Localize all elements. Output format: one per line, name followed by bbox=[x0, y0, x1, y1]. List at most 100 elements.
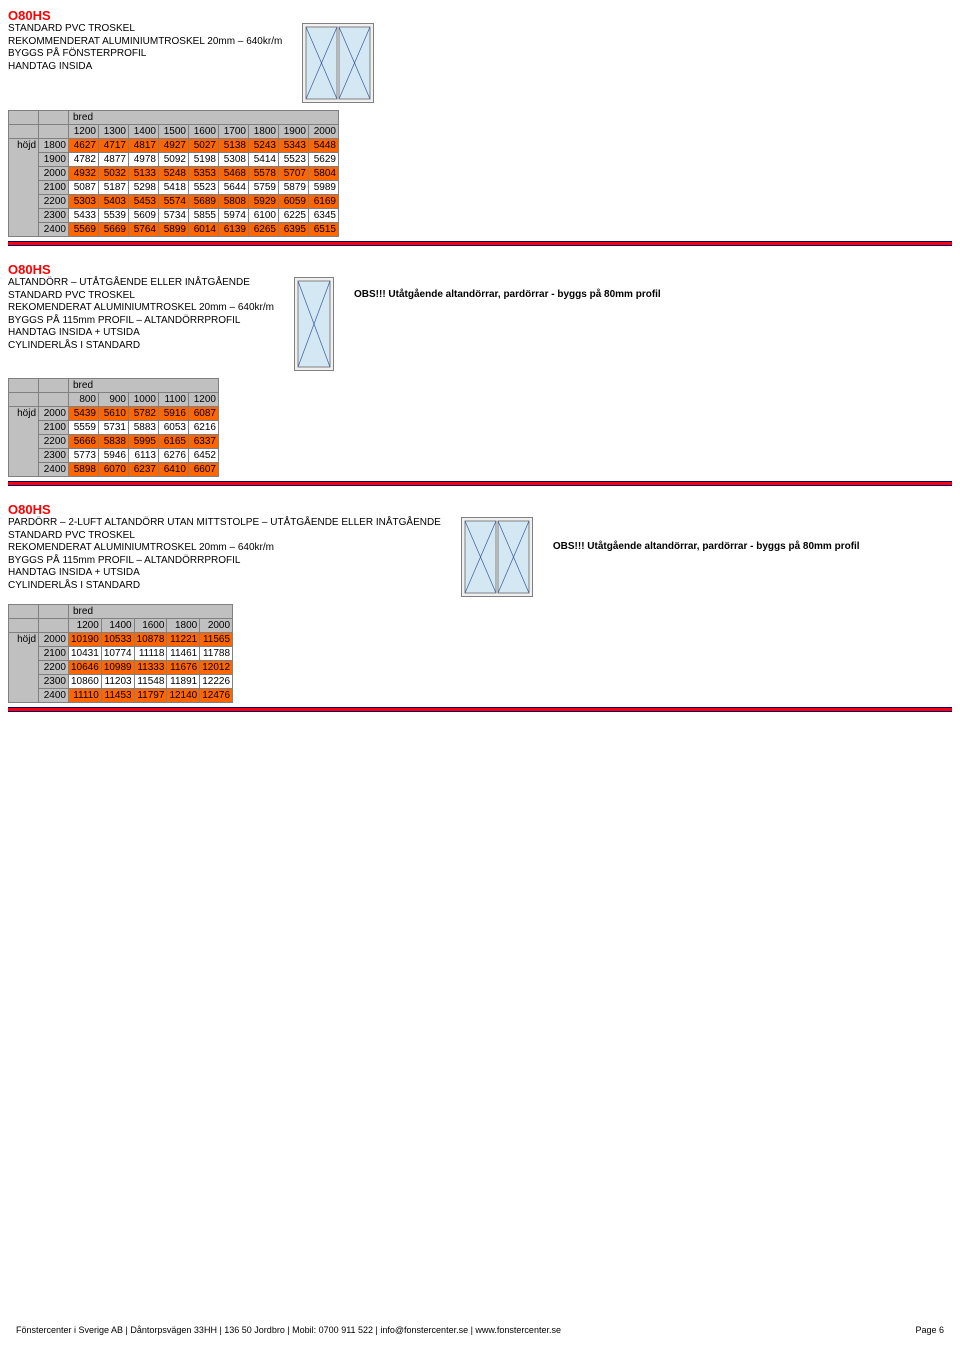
price-cell: 11548 bbox=[134, 675, 167, 689]
table-row: 2100508751875298541855235644575958795989 bbox=[9, 181, 339, 195]
price-cell: 5403 bbox=[99, 195, 129, 209]
table-row: höjd20001019010533108781122111565 bbox=[9, 633, 233, 647]
hojd-label: höjd bbox=[9, 139, 39, 237]
row-header: 2100 bbox=[39, 181, 69, 195]
col-header: 1200 bbox=[69, 619, 102, 633]
price-cell: 5974 bbox=[219, 209, 249, 223]
table-row: 23001086011203115481189112226 bbox=[9, 675, 233, 689]
hojd-label: höjd bbox=[9, 407, 39, 477]
price-cell: 5995 bbox=[129, 435, 159, 449]
table-corner bbox=[39, 605, 69, 619]
window-image-wrap bbox=[461, 517, 533, 600]
price-cell: 6276 bbox=[159, 449, 189, 463]
price-cell: 6053 bbox=[159, 421, 189, 435]
price-cell: 6216 bbox=[189, 421, 219, 435]
price-cell: 6113 bbox=[129, 449, 159, 463]
row-header: 2300 bbox=[39, 209, 69, 223]
desc-line: PARDÖRR – 2-LUFT ALTANDÖRR UTAN MITTSTOL… bbox=[8, 517, 441, 530]
price-cell: 10774 bbox=[101, 647, 134, 661]
price-cell: 6515 bbox=[309, 223, 339, 237]
price-cell: 5731 bbox=[99, 421, 129, 435]
desc-line: BYGGS PÅ 115mm PROFIL – ALTANDÖRRPROFIL bbox=[8, 315, 274, 328]
price-cell: 6139 bbox=[219, 223, 249, 237]
price-cell: 5773 bbox=[69, 449, 99, 463]
table-corner bbox=[39, 111, 69, 125]
table-row: 2000493250325133524853535468557857075804 bbox=[9, 167, 339, 181]
col-header: 1200 bbox=[189, 393, 219, 407]
row-header: 2400 bbox=[39, 223, 69, 237]
col-header: 900 bbox=[99, 393, 129, 407]
col-header: 1600 bbox=[134, 619, 167, 633]
table-corner bbox=[9, 619, 39, 633]
table-corner bbox=[39, 379, 69, 393]
price-cell: 11453 bbox=[101, 689, 134, 703]
price-cell: 10646 bbox=[69, 661, 102, 675]
price-cell: 6165 bbox=[159, 435, 189, 449]
col-header: 1800 bbox=[167, 619, 200, 633]
page-footer: Fönstercenter i Sverige AB | Dåntorpsväg… bbox=[16, 1325, 944, 1335]
price-cell: 5574 bbox=[159, 195, 189, 209]
price-cell: 6607 bbox=[189, 463, 219, 477]
row-header: 2400 bbox=[39, 689, 69, 703]
price-cell: 5187 bbox=[99, 181, 129, 195]
desc-line: BYGGS PÅ FÖNSTERPROFIL bbox=[8, 48, 282, 61]
price-cell: 5666 bbox=[69, 435, 99, 449]
table-corner bbox=[39, 125, 69, 139]
row-header: 2200 bbox=[39, 195, 69, 209]
price-cell: 5133 bbox=[129, 167, 159, 181]
row-header: 1800 bbox=[39, 139, 69, 153]
desc-line: BYGGS PÅ 115mm PROFIL – ALTANDÖRRPROFIL bbox=[8, 555, 441, 568]
col-header: 1100 bbox=[159, 393, 189, 407]
price-cell: 5569 bbox=[69, 223, 99, 237]
price-cell: 5523 bbox=[189, 181, 219, 195]
price-cell: 11461 bbox=[167, 647, 200, 661]
price-cell: 11891 bbox=[167, 675, 200, 689]
price-cell: 6059 bbox=[279, 195, 309, 209]
price-cell: 5243 bbox=[249, 139, 279, 153]
price-cell: 11676 bbox=[167, 661, 200, 675]
desc-line: HANDTAG INSIDA + UTSIDA bbox=[8, 567, 441, 580]
price-cell: 5946 bbox=[99, 449, 129, 463]
price-cell: 6237 bbox=[129, 463, 159, 477]
table-row: 2300543355395609573458555974610062256345 bbox=[9, 209, 339, 223]
table-corner bbox=[9, 605, 39, 619]
obs-text: OBS!!! Utåtgående altandörrar, pardörrar… bbox=[553, 541, 860, 552]
price-cell: 6070 bbox=[99, 463, 129, 477]
table-row: 2200530354035453557456895808592960596169 bbox=[9, 195, 339, 209]
price-cell: 12012 bbox=[200, 661, 233, 675]
bred-label: bred bbox=[69, 605, 233, 619]
table-row: 24001111011453117971214012476 bbox=[9, 689, 233, 703]
section-title: O80HS bbox=[8, 262, 952, 277]
table-corner bbox=[9, 379, 39, 393]
bred-label: bred bbox=[69, 111, 339, 125]
product-section: O80HSALTANDÖRR – UTÅTGÅENDE ELLER INÅTGÅ… bbox=[8, 262, 952, 486]
price-cell: 5578 bbox=[249, 167, 279, 181]
price-cell: 5353 bbox=[189, 167, 219, 181]
table-row: 240058986070623764106607 bbox=[9, 463, 219, 477]
section-divider bbox=[8, 481, 952, 486]
row-header: 2100 bbox=[39, 647, 69, 661]
price-cell: 11788 bbox=[200, 647, 233, 661]
price-cell: 11565 bbox=[200, 633, 233, 647]
price-cell: 11221 bbox=[167, 633, 200, 647]
price-cell: 5629 bbox=[309, 153, 339, 167]
col-header: 2000 bbox=[200, 619, 233, 633]
row-header: 1900 bbox=[39, 153, 69, 167]
price-cell: 6225 bbox=[279, 209, 309, 223]
price-cell: 5303 bbox=[69, 195, 99, 209]
product-section: O80HSSTANDARD PVC TROSKELREKOMMENDERAT A… bbox=[8, 8, 952, 246]
window-image-wrap bbox=[294, 277, 334, 374]
price-cell: 5308 bbox=[219, 153, 249, 167]
section-title: O80HS bbox=[8, 8, 952, 23]
table-corner bbox=[39, 619, 69, 633]
price-cell: 10878 bbox=[134, 633, 167, 647]
col-header: 1500 bbox=[159, 125, 189, 139]
price-cell: 5468 bbox=[219, 167, 249, 181]
price-cell: 6100 bbox=[249, 209, 279, 223]
price-cell: 6395 bbox=[279, 223, 309, 237]
table-row: 210055595731588360536216 bbox=[9, 421, 219, 435]
price-cell: 5929 bbox=[249, 195, 279, 209]
row-header: 2400 bbox=[39, 463, 69, 477]
footer-text: Fönstercenter i Sverige AB | Dåntorpsväg… bbox=[16, 1325, 561, 1335]
price-cell: 12226 bbox=[200, 675, 233, 689]
